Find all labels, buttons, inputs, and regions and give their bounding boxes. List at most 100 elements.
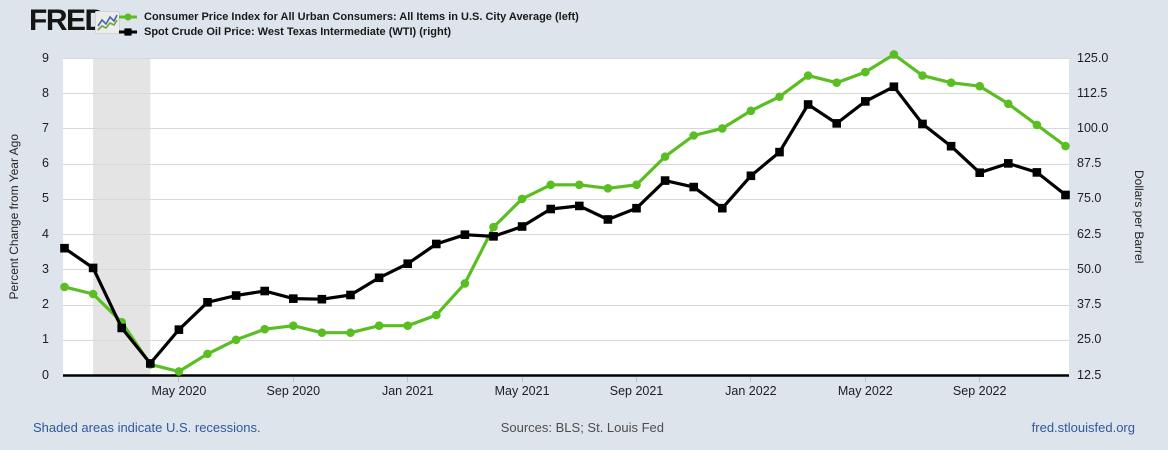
wti-data-point[interactable] [289,294,298,303]
cpi-data-point[interactable] [889,50,899,59]
left-axis-tick-label: 0 [42,367,49,382]
wti-data-point[interactable] [260,286,269,296]
wti-data-point[interactable] [1004,159,1013,168]
left-axis-tick-label: 3 [42,261,49,276]
wti-data-point[interactable] [946,141,956,151]
wti-data-point[interactable] [889,82,899,92]
wti-data-point[interactable] [117,323,126,333]
x-axis-tick-mark [750,377,752,382]
cpi-data-point[interactable] [289,321,298,330]
wti-data-point[interactable] [460,230,470,239]
wti-data-point[interactable] [660,176,670,185]
right-axis-tick-label: 125.0 [1077,50,1109,65]
right-axis-tick-label: 37.5 [1077,297,1102,312]
cpi-data-point[interactable] [832,78,841,87]
cpi-data-point[interactable] [88,289,98,299]
wti-data-point[interactable] [203,298,212,307]
wti-data-point[interactable] [317,294,327,304]
legend-item-wti[interactable]: Spot Crude Oil Price: West Texas Interme… [118,25,579,38]
wti-data-point[interactable] [1032,168,1042,177]
left-axis-tick-label: 1 [42,332,49,347]
cpi-data-point[interactable] [718,124,727,133]
legend-item-cpi[interactable]: Consumer Price Index for All Urban Consu… [118,10,579,23]
cpi-data-point[interactable] [517,194,527,204]
wti-data-point[interactable] [346,290,355,300]
cpi-data-point[interactable] [775,92,784,102]
cpi-data-point[interactable] [174,367,184,376]
wti-data-point[interactable] [718,203,727,213]
x-axis-tick-mark [636,377,637,382]
wti-data-point[interactable] [603,215,613,224]
plot-area[interactable] [60,50,1070,377]
cpi-data-point[interactable] [746,106,756,116]
right-axis-tick-label: 75.0 [1077,191,1102,206]
x-axis-tick-mark [979,377,981,382]
right-axis-tick-label: 12.5 [1077,367,1102,382]
cpi-data-point[interactable] [403,321,413,330]
wti-data-point[interactable] [146,359,155,368]
wti-data-point[interactable] [88,263,98,273]
cpi-data-point[interactable] [546,180,555,190]
cpi-data-point[interactable] [575,180,584,190]
wti-legend-label: Spot Crude Oil Price: West Texas Interme… [144,25,452,38]
cpi-data-point[interactable] [432,310,441,320]
wti-data-point[interactable] [546,204,555,214]
right-axis-tick-label: 25.0 [1077,332,1102,347]
wti-data-point[interactable] [775,147,784,157]
cpi-data-point[interactable] [803,71,813,80]
cpi-data-point[interactable] [975,81,984,91]
cpi-data-point[interactable] [489,222,498,232]
wti-data-point[interactable] [803,100,813,109]
cpi-data-point[interactable] [1032,120,1042,130]
wti-data-point[interactable] [231,291,241,300]
wti-data-point[interactable] [60,243,69,253]
x-axis-tick-label: Sep 2020 [266,384,321,398]
wti-line [62,85,1068,365]
cpi-data-point[interactable] [346,328,355,338]
wti-legend-marker-icon [119,27,137,36]
wti-series [60,82,1070,368]
wti-data-point[interactable] [632,203,641,213]
wti-data-point[interactable] [975,168,984,177]
x-axis-tick-label: Jan 2022 [725,384,777,398]
wti-data-point[interactable] [689,182,698,192]
cpi-data-point[interactable] [203,349,212,359]
cpi-data-point[interactable] [603,184,613,193]
cpi-data-point[interactable] [1004,99,1013,109]
cpi-data-point[interactable] [1061,141,1070,151]
cpi-data-point[interactable] [689,131,698,140]
wti-data-point[interactable] [918,119,927,129]
cpi-data-point[interactable] [660,152,670,161]
cpi-data-point[interactable] [460,279,470,288]
fred-logo-chart-icon [95,11,120,34]
wti-data-point[interactable] [403,259,412,268]
left-axis-tick-label: 6 [42,156,49,171]
wti-data-point[interactable] [861,97,870,106]
cpi-data-point[interactable] [317,328,327,338]
cpi-data-point[interactable] [260,324,269,334]
wti-data-point[interactable] [174,325,184,334]
wti-data-point[interactable] [746,171,756,181]
x-axis-tick-label: Sep 2021 [609,384,664,398]
left-axis-tick-label: 7 [42,120,49,135]
x-axis-tick-mark [521,377,523,382]
left-axis-tick-label: 5 [42,191,49,206]
wti-data-point[interactable] [1061,190,1070,200]
cpi-data-point[interactable] [918,71,927,80]
wti-data-point[interactable] [374,273,384,283]
cpi-data-point[interactable] [231,335,241,345]
right-axis-tick-label: 50.0 [1077,261,1102,276]
cpi-data-point[interactable] [861,67,870,77]
cpi-data-point[interactable] [60,282,69,292]
fred-site-link[interactable]: fred.stlouisfed.org [1031,420,1135,435]
wti-data-point[interactable] [489,232,498,241]
cpi-data-point[interactable] [374,321,384,330]
cpi-data-point[interactable] [632,180,641,190]
wti-data-point[interactable] [517,222,527,231]
wti-data-point[interactable] [575,201,584,211]
cpi-data-point[interactable] [946,78,956,87]
fred-logo-text: FRED [29,4,106,37]
wti-data-point[interactable] [832,119,841,128]
recession-note-link[interactable]: Shaded areas indicate U.S. recessions. [33,420,261,435]
wti-data-point[interactable] [432,239,441,249]
